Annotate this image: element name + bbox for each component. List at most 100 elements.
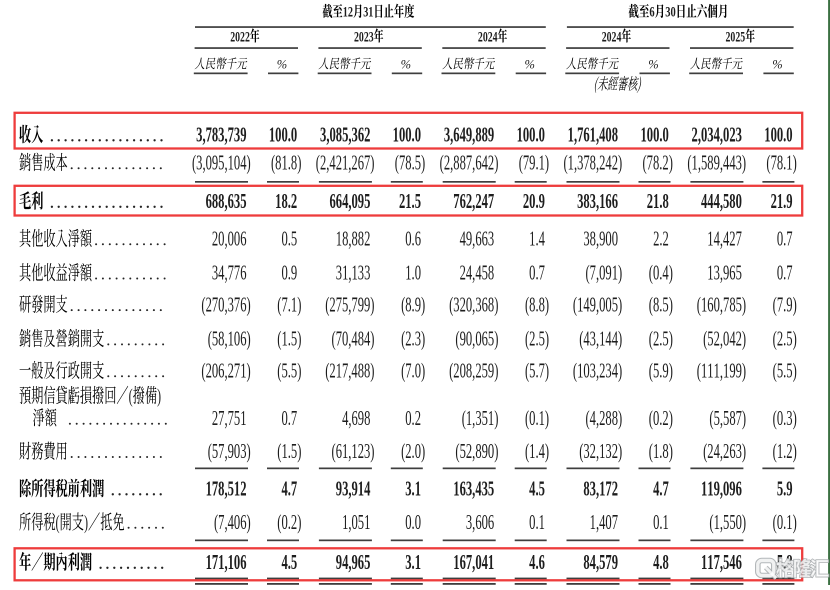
svg-text:13,965: 13,965: [707, 262, 742, 285]
svg-text:(61,123): (61,123): [332, 440, 375, 463]
svg-text:(78.5): (78.5): [395, 151, 425, 174]
svg-text:(320,368): (320,368): [449, 293, 498, 316]
svg-text:(0.3): (0.3): [773, 407, 797, 430]
svg-text:(0.4): (0.4): [649, 262, 673, 285]
svg-text:100.0: 100.0: [640, 123, 668, 146]
svg-text:762,247: 762,247: [453, 190, 494, 213]
svg-text:(58,106): (58,106): [208, 327, 251, 350]
svg-text:(5.5): (5.5): [773, 359, 797, 382]
svg-text:%: %: [277, 57, 287, 71]
svg-text:(: (: [56, 511, 60, 534]
svg-text:2022: 2022: [230, 28, 250, 45]
svg-text:(78.1): (78.1): [766, 151, 796, 174]
svg-text:1,761,408: 1,761,408: [568, 123, 619, 146]
svg-text:20.9: 20.9: [523, 190, 545, 213]
svg-text:(5.9): (5.9): [649, 359, 673, 382]
svg-text:167,041: 167,041: [453, 551, 494, 574]
svg-text:2023: 2023: [354, 28, 374, 45]
svg-text:(7.0): (7.0): [401, 359, 425, 382]
svg-text:(2,887,642): (2,887,642): [440, 151, 499, 174]
svg-text:14,427: 14,427: [707, 227, 742, 250]
svg-text:(1,550): (1,550): [709, 511, 746, 534]
svg-text:171,106: 171,106: [206, 551, 247, 574]
svg-text:383,166: 383,166: [577, 190, 618, 213]
svg-text:(7.1): (7.1): [277, 293, 301, 316]
svg-text:(103,234): (103,234): [573, 359, 622, 382]
svg-text:(2.5): (2.5): [773, 327, 797, 350]
svg-text:(270,376): (270,376): [201, 293, 250, 316]
svg-text:0.1: 0.1: [529, 511, 545, 534]
svg-text:3.1: 3.1: [405, 551, 421, 574]
svg-text:(111,199): (111,199): [697, 359, 746, 382]
svg-text:(2.3): (2.3): [401, 327, 425, 350]
svg-text:0.7: 0.7: [281, 407, 297, 430]
svg-text:18.2: 18.2: [275, 190, 297, 213]
svg-text:(275,799): (275,799): [325, 293, 374, 316]
svg-text:(1.5): (1.5): [277, 440, 301, 463]
svg-text:4.5: 4.5: [529, 477, 545, 500]
svg-text:84,579: 84,579: [583, 551, 618, 574]
svg-text:(217,488): (217,488): [325, 359, 374, 382]
svg-text:): ): [157, 384, 161, 407]
svg-text:(149,005): (149,005): [573, 293, 622, 316]
svg-text:(2.5): (2.5): [525, 327, 549, 350]
svg-text:(0.1): (0.1): [773, 511, 797, 534]
svg-text:(206,271): (206,271): [201, 359, 250, 382]
svg-text:(8.5): (8.5): [649, 293, 673, 316]
svg-text:%: %: [401, 57, 411, 71]
svg-text:34,776: 34,776: [212, 262, 247, 285]
svg-text:664,095: 664,095: [329, 190, 370, 213]
svg-text:49,663: 49,663: [460, 227, 495, 250]
svg-text:4.7: 4.7: [281, 477, 297, 500]
svg-text:0.7: 0.7: [529, 262, 545, 285]
svg-text:(90,065): (90,065): [455, 327, 498, 350]
svg-text:%: %: [524, 57, 534, 71]
svg-text:(5,587): (5,587): [709, 407, 746, 430]
svg-text:(57,903): (57,903): [208, 440, 251, 463]
svg-text:0.0: 0.0: [405, 511, 421, 534]
svg-text:2,034,023: 2,034,023: [692, 123, 743, 146]
svg-text:3.1: 3.1: [405, 477, 421, 500]
svg-text:27,751: 27,751: [212, 407, 247, 430]
svg-text:2024: 2024: [602, 28, 622, 45]
svg-text:2.2: 2.2: [653, 227, 669, 250]
svg-text:3,085,362: 3,085,362: [320, 123, 370, 146]
svg-text:31,133: 31,133: [336, 262, 371, 285]
svg-text:0.7: 0.7: [777, 227, 793, 250]
svg-text:0.9: 0.9: [281, 262, 297, 285]
svg-text:117,546: 117,546: [701, 551, 742, 574]
svg-text:(0.2): (0.2): [277, 511, 301, 534]
svg-text:163,435: 163,435: [453, 477, 494, 500]
svg-text:(1.5): (1.5): [277, 327, 301, 350]
svg-text:): ): [84, 511, 88, 534]
svg-text:178,512: 178,512: [206, 477, 247, 500]
svg-text:93,914: 93,914: [336, 477, 371, 500]
svg-text:20,006: 20,006: [212, 227, 247, 250]
svg-text:(1,589,443): (1,589,443): [687, 151, 746, 174]
svg-text:0.1: 0.1: [653, 511, 669, 534]
svg-text:5.9: 5.9: [777, 477, 793, 500]
svg-text:(81.8): (81.8): [271, 151, 301, 174]
svg-text:%: %: [772, 57, 782, 71]
svg-text:4.5: 4.5: [281, 551, 297, 574]
svg-text:21.9: 21.9: [771, 190, 793, 213]
svg-text:0.5: 0.5: [281, 227, 297, 250]
svg-text:(2.5): (2.5): [649, 327, 673, 350]
svg-text:(70,484): (70,484): [332, 327, 375, 350]
svg-text:(43,144): (43,144): [579, 327, 622, 350]
svg-text:30: 30: [665, 3, 676, 20]
svg-text:(78.2): (78.2): [642, 151, 672, 174]
svg-text:(1.2): (1.2): [773, 440, 797, 463]
svg-text:100.0: 100.0: [269, 123, 297, 146]
svg-text:0.7: 0.7: [777, 262, 793, 285]
svg-text:(52,890): (52,890): [455, 440, 498, 463]
svg-text:83,172: 83,172: [583, 477, 618, 500]
svg-text:(4,288): (4,288): [585, 407, 622, 430]
svg-text:18,882: 18,882: [336, 227, 371, 250]
svg-text:1,407: 1,407: [590, 511, 619, 534]
svg-text:688,635: 688,635: [206, 190, 247, 213]
svg-text:100.0: 100.0: [517, 123, 545, 146]
svg-text:12: 12: [343, 4, 353, 20]
svg-text:(0.2): (0.2): [649, 407, 673, 430]
svg-text:(79.1): (79.1): [519, 151, 549, 174]
